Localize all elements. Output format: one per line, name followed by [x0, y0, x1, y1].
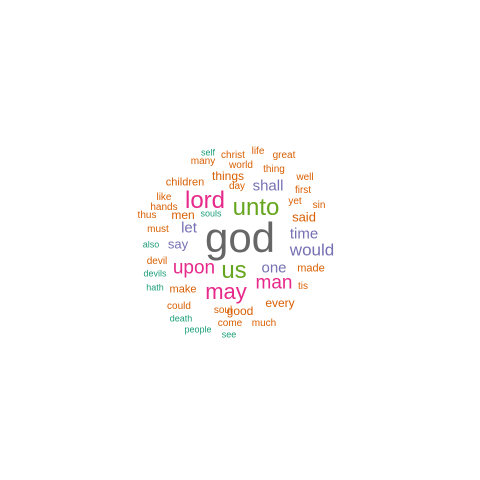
word-could: could	[167, 301, 191, 312]
word-devil: devil	[146, 256, 168, 267]
word-tis: tis	[298, 281, 308, 292]
word-devils: devils	[143, 268, 167, 279]
word-man: man	[255, 272, 293, 294]
word-may: may	[205, 279, 247, 304]
word-great: great	[272, 150, 296, 161]
word-death: death	[169, 313, 193, 324]
word-shall: shall	[252, 177, 284, 195]
word-children: children	[165, 176, 205, 189]
word-well: well	[296, 172, 314, 183]
word-christ: christ	[221, 150, 245, 161]
word-thing: thing	[263, 164, 285, 175]
word-world: world	[229, 160, 253, 171]
word-hands: hands	[150, 202, 178, 213]
word-souls: souls	[200, 208, 222, 219]
word-soul: soul	[213, 305, 233, 316]
word-many: many	[190, 156, 216, 167]
word-also: also	[142, 239, 160, 250]
word-unto: unto	[232, 194, 280, 221]
word-much: much	[251, 318, 277, 329]
word-let: let	[181, 219, 197, 237]
word-yet: yet	[288, 196, 302, 207]
word-would: would	[289, 240, 335, 260]
word-lord: lord	[184, 187, 226, 214]
word-life: life	[251, 146, 265, 157]
word-things: things	[211, 169, 245, 183]
word-god: god	[204, 214, 276, 261]
word-men: men	[171, 208, 195, 222]
word-sin: sin	[312, 200, 326, 211]
word-day: day	[228, 181, 246, 192]
word-time: time	[289, 225, 319, 243]
word-make: make	[169, 283, 197, 296]
word-one: one	[261, 259, 287, 277]
word-first: first	[294, 185, 312, 196]
word-good: good	[226, 304, 254, 318]
word-see: see	[221, 329, 237, 340]
word-come: come	[217, 318, 243, 329]
word-upon: upon	[172, 257, 216, 279]
word-must: must	[147, 224, 169, 235]
word-us: us	[221, 257, 247, 284]
word-thus: thus	[137, 210, 157, 221]
word-said: said	[292, 209, 316, 225]
word-people: people	[184, 324, 212, 335]
word-like: like	[156, 192, 172, 203]
word-self: self	[200, 147, 216, 158]
word-hath: hath	[146, 282, 164, 293]
word-say: say	[167, 236, 189, 252]
word-made: made	[297, 262, 325, 275]
word-every: every	[265, 296, 295, 310]
